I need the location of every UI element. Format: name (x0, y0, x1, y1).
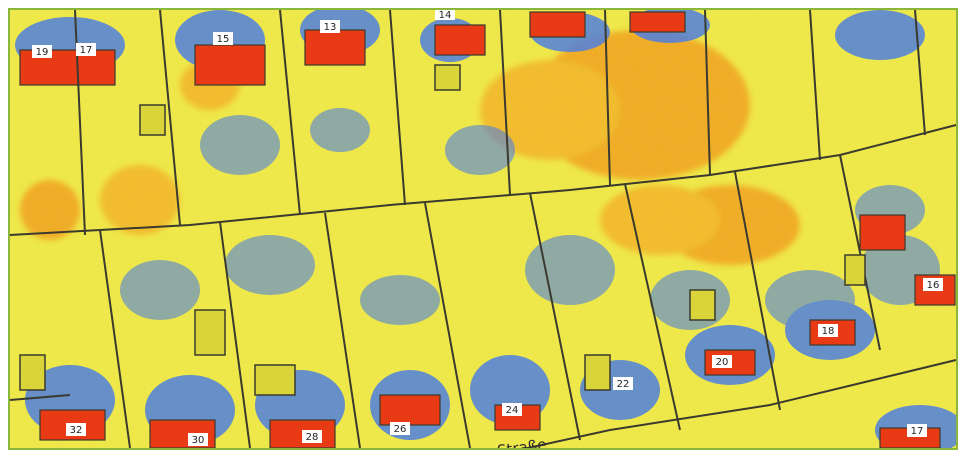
svg-text:14: 14 (439, 10, 452, 21)
svg-text:24: 24 (506, 405, 519, 416)
house-number-15: 15 (213, 32, 233, 45)
svg-text:20: 20 (716, 357, 729, 368)
svg-text:15: 15 (217, 34, 230, 45)
house-number-18: 18 (818, 324, 838, 337)
outbuildings (19, 64, 866, 396)
house-number-20: 20 (712, 355, 732, 368)
svg-text:30: 30 (192, 435, 205, 446)
house-number-19: 19 (32, 45, 52, 58)
house-number-28: 28 (302, 430, 322, 443)
svg-text:26: 26 (394, 424, 407, 435)
house-number-17b: 17 (907, 424, 927, 437)
house-number-32: 32 (66, 423, 86, 436)
svg-text:18: 18 (822, 326, 835, 337)
svg-text:28: 28 (306, 432, 319, 443)
svg-text:16: 16 (927, 280, 940, 291)
house-number-13: 13 (320, 20, 340, 33)
svg-text:22: 22 (617, 379, 630, 390)
house-number-labels: 19 17 15 13 14 22 24 26 28 30 32 20 18 1… (32, 10, 943, 446)
svg-text:32: 32 (70, 425, 83, 436)
solar-map-svg: 19 17 15 13 14 22 24 26 28 30 32 20 18 1… (10, 10, 956, 448)
house-number-26: 26 (390, 422, 410, 435)
svg-text:19: 19 (36, 47, 49, 58)
solar-map[interactable]: 19 17 15 13 14 22 24 26 28 30 32 20 18 1… (8, 8, 958, 450)
svg-text:17: 17 (80, 45, 93, 56)
svg-text:17: 17 (911, 426, 924, 437)
house-number-30: 30 (188, 433, 208, 446)
svg-text:13: 13 (324, 22, 337, 33)
house-number-14: 14 (435, 10, 455, 21)
house-number-17: 17 (76, 43, 96, 56)
house-number-22: 22 (613, 377, 633, 390)
house-number-24: 24 (502, 403, 522, 416)
house-number-16: 16 (923, 278, 943, 291)
